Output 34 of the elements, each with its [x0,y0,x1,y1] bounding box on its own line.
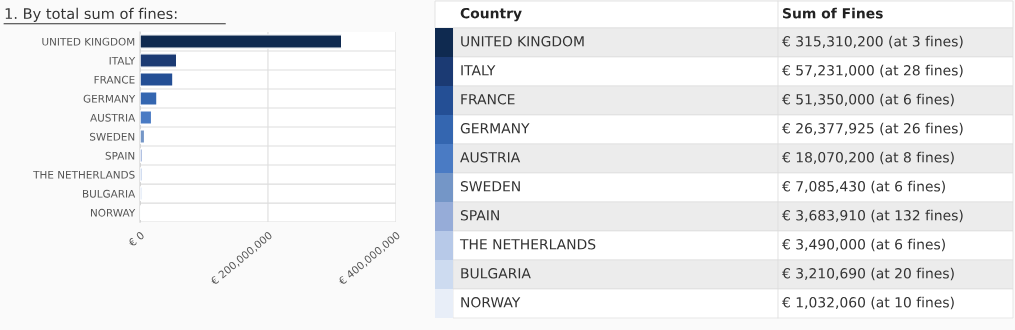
y-tick-label: FRANCE [94,75,135,84]
y-tick-label: ITALY [109,56,136,65]
y-tick-label: NORWAY [91,208,136,217]
y-tick-label: THE NETHERLANDS [33,170,135,179]
category-label: NORWAY [461,297,521,308]
y-tick-label: AUSTRIA [90,113,136,122]
category-label: FRANCE [461,94,515,105]
text: € 26,377,925 (at 26 fines) [782,122,963,136]
y-tick-label: BULGARIA [83,189,136,198]
text: € 315,310,200 (at 3 fines) [782,35,963,49]
category-label: GERMANY [460,123,530,134]
text: € 3,490,000 (at 6 fines) [782,238,945,252]
category-label: SWEDEN [460,181,520,192]
y-tick-label: SWEDEN [90,132,135,141]
category-label: THE NETHERLANDS [459,239,596,250]
category-label: BULGARIA [461,268,531,279]
category-label: UNITED KINGDOM [461,36,584,47]
chart-title: 1. By total sum of fines: [5,7,177,22]
text: € 51,350,000 (at 6 fines) [782,93,954,107]
text: Country [460,7,522,22]
x-tick-label: € 0 [127,231,145,248]
text: € 7,085,430 (at 6 fines) [782,180,945,194]
text: € 1,032,060 (at 10 fines) [782,296,954,310]
category-label: SPAIN [460,210,499,221]
y-tick-label: GERMANY [83,94,136,103]
text: Sum of Fines [783,7,883,19]
y-tick-label: SPAIN [105,151,135,160]
text: € 3,210,690 (at 20 fines) [782,267,954,281]
category-label: ITALY [461,65,496,76]
category-label: AUSTRIA [460,152,521,163]
text: € 3,683,910 (at 132 fines) [782,209,963,223]
text: € 57,231,000 (at 28 fines) [782,64,963,78]
y-tick-label: UNITED KINGDOM [42,37,135,46]
text: € 18,070,200 (at 8 fines) [782,151,954,165]
